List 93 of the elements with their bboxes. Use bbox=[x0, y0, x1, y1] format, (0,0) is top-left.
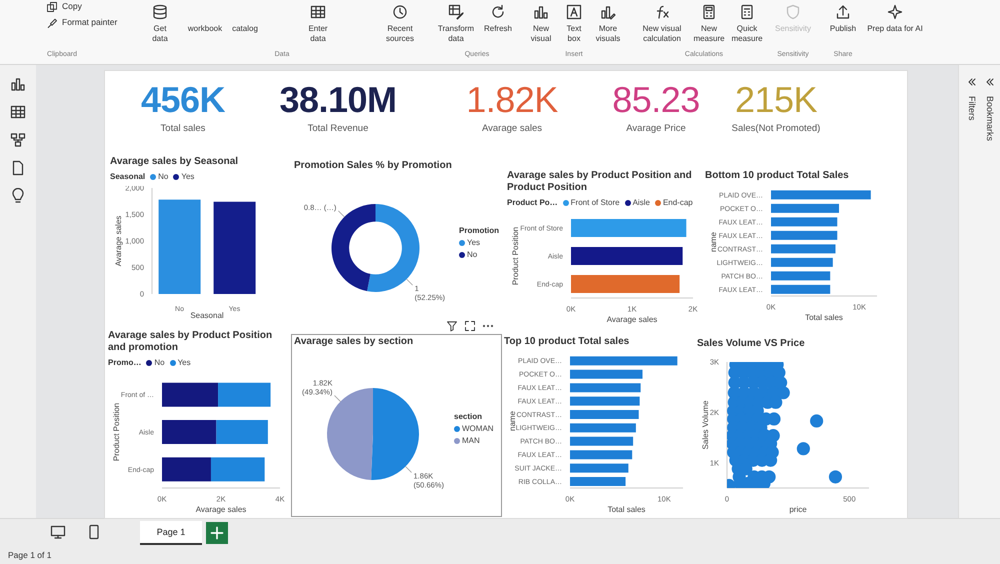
text: Get data bbox=[152, 24, 168, 43]
bar bbox=[570, 396, 640, 406]
bar bbox=[162, 382, 218, 407]
text: Page 1 of 1 bbox=[8, 550, 52, 560]
bar bbox=[771, 258, 833, 267]
text: 456K bbox=[140, 79, 226, 120]
bar bbox=[218, 382, 271, 407]
text: Page 1 bbox=[156, 527, 186, 537]
legend-label: Front of Store bbox=[570, 198, 620, 207]
chart-title: Bottom 10 product Total Sales bbox=[705, 170, 849, 181]
bar bbox=[771, 190, 871, 200]
legend-title: Promo… bbox=[108, 358, 142, 367]
text: Enter data bbox=[308, 24, 328, 43]
text: Transform data bbox=[438, 24, 474, 43]
category-label: Sales(Not Promoted) bbox=[732, 123, 820, 134]
text: 215K bbox=[734, 79, 818, 120]
text: New visual calculation bbox=[642, 24, 682, 43]
donut-slice bbox=[367, 204, 420, 292]
x-axis-title: Avarage sales bbox=[606, 315, 658, 324]
chart-title: Avarage sales by section bbox=[294, 336, 414, 347]
text: Filters bbox=[967, 96, 977, 120]
y-axis-title: name bbox=[708, 231, 718, 252]
text: Publish bbox=[830, 24, 856, 33]
bar bbox=[771, 284, 830, 294]
bar bbox=[771, 217, 838, 226]
chart-title: Top 10 product Total sales bbox=[504, 336, 630, 347]
bar bbox=[570, 436, 634, 446]
legend-label: End-cap bbox=[662, 198, 693, 207]
text: 38.10M bbox=[279, 79, 397, 120]
legend-label: Yes bbox=[181, 172, 194, 181]
y-axis-title: Sales Volume bbox=[700, 400, 710, 450]
chart-title: Promotion Sales % by Promotion bbox=[294, 160, 452, 171]
bar bbox=[771, 271, 830, 280]
y-axis-title: Avarage sales bbox=[114, 216, 123, 266]
legend-title: Product Po… bbox=[507, 198, 558, 207]
category-label: Avarage sales bbox=[482, 123, 542, 134]
legend-label: MAN bbox=[462, 436, 480, 445]
text: Quick measure bbox=[731, 24, 763, 43]
chart-title: Avarage sales by Product Position and promotion bbox=[108, 330, 272, 353]
text: Sensitivity bbox=[774, 24, 811, 33]
text: 1.82K bbox=[466, 79, 558, 120]
x-axis-title: Avarage sales bbox=[196, 505, 246, 514]
bar bbox=[162, 457, 211, 482]
bar bbox=[771, 230, 838, 240]
text: Recent sources bbox=[386, 24, 414, 43]
x-axis-title: price bbox=[789, 505, 808, 514]
legend-label: No bbox=[154, 358, 165, 367]
bar bbox=[210, 457, 265, 482]
bar bbox=[570, 450, 632, 460]
bar bbox=[570, 477, 626, 486]
legend-label: Aisle bbox=[632, 198, 650, 207]
text: Bookmarks bbox=[985, 96, 995, 142]
bar bbox=[216, 420, 268, 444]
legend-label: WOMAN bbox=[462, 424, 494, 433]
legend-label: No bbox=[467, 250, 478, 259]
text: Prep data for AI bbox=[867, 24, 923, 33]
bar bbox=[162, 420, 216, 444]
bar bbox=[570, 464, 628, 473]
bar bbox=[570, 356, 678, 366]
text: More visuals bbox=[596, 24, 620, 43]
chart-title: Avarage sales by Product Position and Product Position bbox=[507, 170, 692, 193]
x-axis-title: Total sales bbox=[805, 313, 843, 322]
legend-label: Yes bbox=[467, 238, 480, 247]
text: New measure bbox=[693, 24, 725, 43]
bar bbox=[570, 410, 639, 420]
category-label: Total Revenue bbox=[308, 123, 368, 134]
chart-title: Sales Volume VS Price bbox=[697, 338, 805, 349]
chart-title: Avarage sales by Seasonal bbox=[110, 156, 238, 167]
text: New visual bbox=[530, 24, 552, 43]
text: workbook bbox=[188, 24, 222, 33]
bar bbox=[570, 383, 641, 392]
text: Format painter bbox=[62, 17, 118, 27]
text: Text box bbox=[566, 24, 582, 43]
legend-title: section bbox=[454, 412, 482, 421]
category-label: Total sales bbox=[160, 123, 206, 134]
text: Refresh bbox=[484, 24, 512, 33]
legend-label: No bbox=[158, 172, 168, 181]
y-axis-title: Product Position bbox=[112, 402, 121, 462]
x-axis-title: Seasonal bbox=[190, 311, 224, 320]
legend-label: Yes bbox=[178, 358, 191, 367]
text: 85.23 bbox=[612, 79, 700, 120]
legend-title: Seasonal bbox=[110, 172, 146, 181]
text: catalog bbox=[232, 24, 258, 33]
legend-title: Promotion bbox=[459, 226, 499, 235]
bar bbox=[771, 244, 836, 254]
x-axis-title: Total sales bbox=[608, 505, 646, 514]
text: Copy bbox=[62, 1, 82, 11]
category-label: Avarage Price bbox=[626, 123, 686, 134]
bar bbox=[771, 204, 840, 213]
bar bbox=[570, 370, 643, 379]
y-axis-title: name bbox=[508, 410, 517, 432]
y-axis-title: Product Position bbox=[510, 226, 520, 286]
bar bbox=[570, 423, 636, 432]
